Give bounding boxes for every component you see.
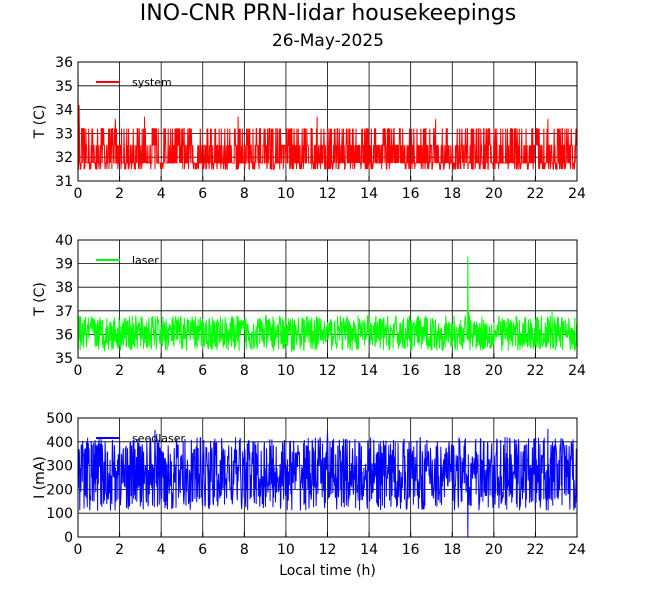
x-tick-label: 16 bbox=[402, 542, 420, 558]
x-axis-label: Local time (h) bbox=[279, 563, 376, 579]
legend-label-system: system bbox=[132, 76, 172, 89]
series-line-laser bbox=[78, 256, 577, 353]
x-tick-label: 10 bbox=[277, 186, 295, 202]
y-tick-label: 0 bbox=[64, 530, 73, 546]
x-tick-label: 6 bbox=[198, 363, 207, 379]
y-tick-label: 32 bbox=[55, 150, 73, 166]
y-tick-label: 37 bbox=[55, 304, 73, 320]
series-line-system bbox=[78, 69, 577, 170]
x-tick-label: 16 bbox=[402, 186, 420, 202]
x-tick-label: 6 bbox=[198, 186, 207, 202]
x-tick-label: 8 bbox=[240, 363, 249, 379]
y-tick-label: 500 bbox=[46, 411, 73, 427]
x-tick-label: 0 bbox=[74, 186, 83, 202]
x-tick-label: 10 bbox=[277, 363, 295, 379]
x-tick-label: 2 bbox=[115, 542, 124, 558]
x-tick-label: 24 bbox=[568, 542, 586, 558]
series-line-seedlaser bbox=[78, 428, 577, 537]
x-tick-label: 14 bbox=[360, 186, 378, 202]
x-tick-label: 4 bbox=[157, 186, 166, 202]
x-tick-label: 4 bbox=[157, 363, 166, 379]
x-tick-label: 24 bbox=[568, 186, 586, 202]
x-tick-label: 20 bbox=[485, 186, 503, 202]
x-tick-label: 24 bbox=[568, 363, 586, 379]
x-tick-label: 18 bbox=[443, 542, 461, 558]
x-tick-label: 12 bbox=[319, 542, 337, 558]
x-tick-label: 20 bbox=[485, 542, 503, 558]
y-tick-label: 35 bbox=[55, 79, 73, 95]
y-tick-label: 200 bbox=[46, 482, 73, 498]
y-tick-label: 38 bbox=[55, 280, 73, 296]
y-tick-label: 300 bbox=[46, 459, 73, 475]
y-tick-label: 33 bbox=[55, 126, 73, 142]
chart-date: 26-May-2025 bbox=[272, 31, 384, 51]
y-tick-label: 39 bbox=[55, 257, 73, 273]
x-tick-label: 12 bbox=[319, 363, 337, 379]
x-tick-label: 10 bbox=[277, 542, 295, 558]
x-tick-label: 12 bbox=[319, 186, 337, 202]
legend-label-laser: laser bbox=[132, 254, 159, 267]
y-tick-label: 40 bbox=[55, 233, 73, 249]
y-axis-label: T (C) bbox=[32, 282, 48, 317]
x-tick-label: 14 bbox=[360, 363, 378, 379]
y-tick-label: 35 bbox=[55, 351, 73, 367]
x-tick-label: 6 bbox=[198, 542, 207, 558]
x-tick-label: 20 bbox=[485, 363, 503, 379]
y-tick-label: 34 bbox=[55, 103, 73, 119]
y-tick-label: 36 bbox=[55, 55, 73, 71]
y-tick-label: 36 bbox=[55, 327, 73, 343]
x-tick-label: 0 bbox=[74, 363, 83, 379]
y-tick-label: 31 bbox=[55, 174, 73, 190]
x-tick-label: 2 bbox=[115, 363, 124, 379]
x-tick-label: 16 bbox=[402, 363, 420, 379]
x-tick-label: 2 bbox=[115, 186, 124, 202]
y-axis-label: I (mA) bbox=[32, 456, 48, 499]
x-tick-label: 8 bbox=[240, 186, 249, 202]
y-axis-label: T (C) bbox=[32, 105, 48, 140]
legend-label-seedlaser: seedlaser bbox=[132, 432, 186, 445]
x-tick-label: 14 bbox=[360, 542, 378, 558]
x-tick-label: 4 bbox=[157, 542, 166, 558]
x-tick-label: 22 bbox=[527, 186, 545, 202]
x-tick-label: 18 bbox=[443, 363, 461, 379]
x-tick-label: 22 bbox=[527, 542, 545, 558]
x-tick-label: 18 bbox=[443, 186, 461, 202]
x-tick-label: 8 bbox=[240, 542, 249, 558]
x-tick-label: 22 bbox=[527, 363, 545, 379]
chart-title: INO-CNR PRN-lidar housekeepings bbox=[140, 1, 516, 26]
y-tick-label: 400 bbox=[46, 435, 73, 451]
y-tick-label: 100 bbox=[46, 506, 73, 522]
x-tick-label: 0 bbox=[74, 542, 83, 558]
